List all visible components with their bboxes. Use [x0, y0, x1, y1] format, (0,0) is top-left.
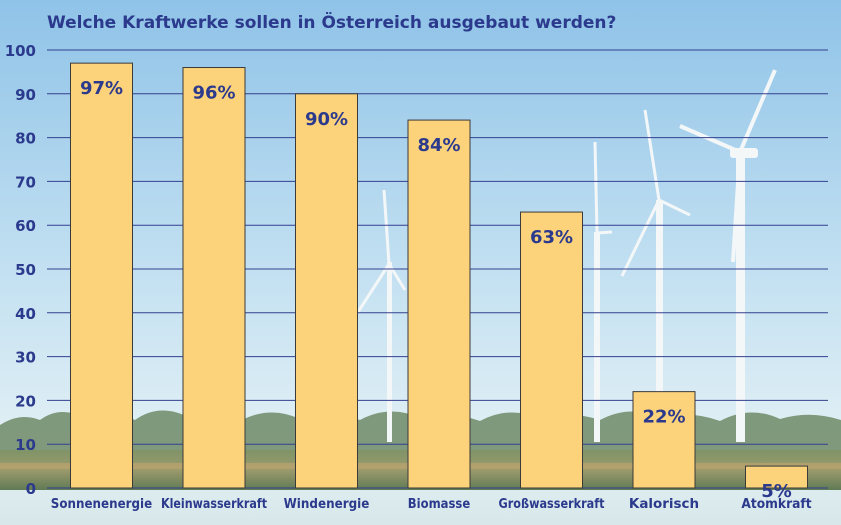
bar: [182, 67, 246, 489]
y-tick-label: 10: [15, 436, 36, 454]
bar-value-label: 5%: [761, 481, 792, 502]
x-category-label: Großwasserkraft: [499, 497, 605, 512]
chart-title: Welche Kraftwerke sollen in Österreich a…: [47, 11, 616, 33]
x-category-label: Sonnenenergie: [51, 497, 152, 512]
bar: [70, 62, 133, 489]
x-category-label: Kleinwasserkraft: [161, 497, 267, 512]
x-category-label: Windenergie: [284, 497, 370, 512]
x-axis-category-labels: Sonnenenergie Kleinwasserkraft Windenergie…: [51, 497, 812, 512]
y-tick-label: 30: [15, 349, 36, 367]
y-tick-label: 90: [15, 86, 36, 104]
bar-value-label: 96%: [192, 83, 235, 104]
data-labels: 97% 96% 90% 84% 63% 22% 5%: [80, 78, 792, 502]
y-tick-label: 70: [15, 173, 36, 191]
bar-value-label: 97%: [80, 78, 123, 99]
bar-value-label: 22%: [642, 407, 685, 428]
y-tick-label: 40: [15, 305, 36, 323]
bar-value-label: 90%: [305, 109, 348, 130]
x-category-label: Kalorisch: [629, 497, 699, 512]
y-tick-label: 100: [5, 42, 36, 60]
bar-value-label: 84%: [417, 135, 460, 156]
wind-turbine-icon: [620, 109, 691, 442]
y-tick-label: 20: [15, 392, 36, 410]
y-tick-label: 60: [15, 217, 36, 235]
bar: [520, 211, 583, 489]
y-tick-label: 80: [15, 130, 36, 148]
x-category-label: Atomkraft: [741, 497, 812, 512]
y-tick-label: 0: [26, 480, 36, 498]
wind-turbine-icon: [679, 69, 777, 442]
bar: [295, 93, 358, 489]
y-axis-tick-labels: 0 10 20 30 40 50 60 70 80 90 100: [5, 42, 36, 498]
bars: [70, 62, 808, 489]
wind-turbine-icon: [593, 141, 613, 442]
wind-turbine-icon: [356, 189, 407, 442]
bar: [632, 391, 696, 489]
bar: [745, 465, 808, 489]
y-tick-label: 50: [15, 261, 36, 279]
x-category-label: Biomasse: [408, 497, 470, 512]
bar: [407, 119, 471, 489]
bar-value-label: 63%: [530, 227, 573, 248]
